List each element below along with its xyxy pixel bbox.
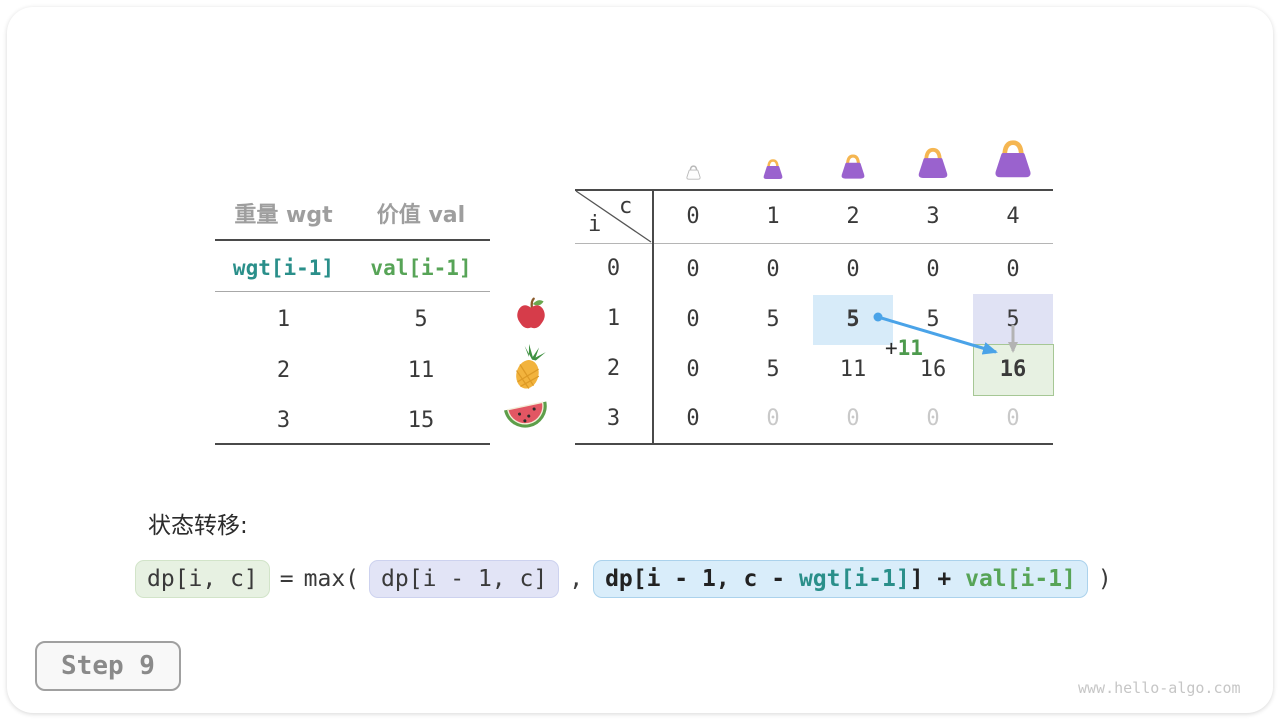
- formula-option2-wgt: wgt[i-1]: [798, 566, 910, 592]
- formula-max-open: max(: [303, 566, 360, 592]
- step-badge: Step 9: [35, 641, 181, 691]
- dp-cell: 5: [766, 306, 780, 332]
- item-row-wgt: 1: [276, 307, 291, 332]
- formula-option2-box: dp[i - 1, c - wgt[i-1]] + val[i-1]: [593, 560, 1088, 598]
- dp-cell: 0: [1006, 406, 1020, 431]
- transition-heading: 状态转移:: [148, 513, 248, 539]
- item-row-wgt: 3: [276, 407, 291, 433]
- items-subheader-wgt: wgt[i-1]: [232, 256, 335, 280]
- pineapple-icon: [505, 340, 555, 396]
- blue-transition-arrow: [877, 315, 998, 355]
- dp-cell: 5: [926, 306, 940, 332]
- bag-icon: [838, 153, 868, 185]
- dp-rule-bottom: [575, 443, 1053, 445]
- dp-cell: 0: [846, 406, 860, 431]
- gain-plus: +: [885, 336, 898, 360]
- items-header-value: 价值 val: [376, 203, 466, 228]
- diagonal-line: [575, 190, 652, 243]
- items-rule-top: [215, 239, 490, 241]
- bag-icon: [914, 146, 952, 185]
- bag-empty-icon: [685, 164, 702, 185]
- bag-icon: [990, 138, 1036, 185]
- dp-row-label: 3: [606, 405, 621, 431]
- dp-cell-target: 16: [999, 356, 1027, 382]
- dp-cell: 16: [919, 356, 947, 382]
- dp-cell: 5: [766, 356, 780, 382]
- dp-rule-header: [575, 243, 1053, 244]
- dp-rule-vertical: [652, 189, 654, 445]
- dp-cell: 0: [926, 256, 940, 282]
- item-row-wgt: 2: [276, 358, 291, 383]
- dp-row-labels: 0 1 2 3: [575, 244, 652, 443]
- dp-cell: 0: [686, 256, 700, 282]
- dp-cell: 0: [766, 406, 780, 431]
- dp-values: 0 0 0 0 0 0 5 5 5 5 0 5 11 16 16 0 0 0 0…: [653, 244, 1053, 443]
- items-header-weight: 重量 wgt: [234, 203, 333, 228]
- dp-cell: 0: [686, 406, 700, 431]
- dp-cell: 5: [1006, 306, 1020, 332]
- dp-row-label: 2: [606, 355, 621, 381]
- watermark: www.hello-algo.com: [1078, 679, 1241, 697]
- dp-cell: 0: [926, 406, 940, 431]
- dp-col-labels: 0 1 2 3 4: [653, 190, 1053, 243]
- formula-option2-val: val[i-1]: [965, 566, 1076, 592]
- formula-lhs-box: dp[i, c]: [135, 560, 270, 598]
- dp-col-label: 2: [846, 204, 860, 229]
- dp-corner-col-label: c: [619, 194, 633, 219]
- apple-icon: [513, 296, 549, 332]
- items-rule-bottom: [215, 443, 490, 445]
- dp-cell-source: 5: [846, 306, 860, 332]
- watermelon-icon: [500, 393, 555, 440]
- formula-equals: =: [279, 566, 294, 592]
- dp-col-label: 4: [1006, 204, 1020, 229]
- dp-corner-row-label: i: [588, 212, 602, 237]
- gain-value: 11: [897, 336, 923, 360]
- dp-row-label: 0: [606, 256, 621, 282]
- dp-cell: 11: [839, 356, 867, 382]
- items-subheader-val: val[i-1]: [370, 256, 472, 280]
- formula-option1-box: dp[i - 1, c]: [369, 560, 560, 598]
- dp-row-label: 1: [606, 306, 621, 332]
- bag-icon: [761, 158, 785, 185]
- item-row-val: 11: [407, 358, 435, 383]
- dp-cell: 0: [686, 356, 700, 382]
- items-rule-mid: [215, 291, 490, 292]
- formula-option2-mid: ] +: [909, 566, 966, 592]
- dp-corner-cell: c i: [575, 190, 652, 243]
- transition-formula: dp[i, c] = max( dp[i - 1, c] , dp[i - 1,…: [135, 560, 1112, 598]
- formula-option2-pre: dp[i - 1, c -: [605, 566, 799, 592]
- dp-cell: 0: [1006, 256, 1020, 282]
- item-row-val: 5: [414, 307, 428, 332]
- formula-comma: ,: [569, 566, 584, 592]
- dp-cell: 0: [686, 306, 700, 332]
- dp-col-label: 0: [686, 204, 700, 229]
- dp-rule-top: [575, 189, 1053, 191]
- item-row-val: 15: [407, 407, 435, 433]
- dp-col-label: 1: [766, 204, 780, 229]
- dp-col-label: 3: [926, 204, 940, 229]
- arrow-origin-dot: [873, 312, 883, 322]
- formula-close-paren: ): [1097, 566, 1112, 592]
- gain-annotation: +11: [885, 336, 923, 360]
- dp-cell: 0: [766, 256, 780, 282]
- dp-cell: 0: [846, 256, 860, 282]
